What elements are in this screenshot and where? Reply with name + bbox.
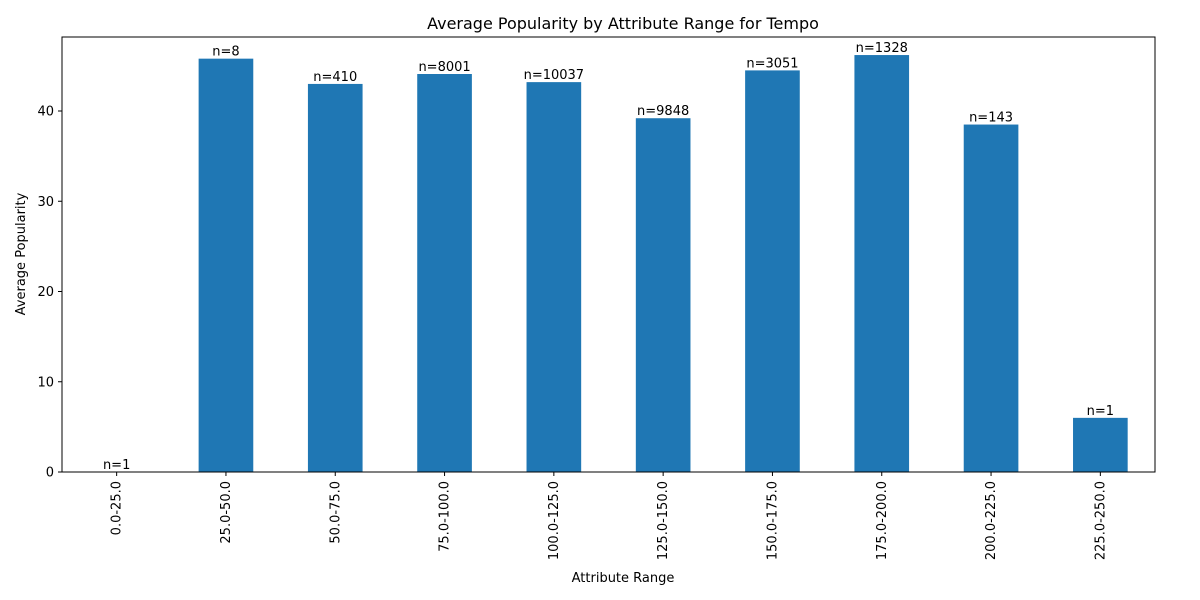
y-tick-label-4: 40 (37, 105, 54, 120)
data-label-8: n=143 (969, 111, 1013, 126)
x-tick-label-0: 0.0-25.0 (110, 481, 125, 535)
data-label-6: n=3051 (746, 56, 798, 71)
bars-layer: n=1 n=8 n=410 n=8001 n=10037 n=9848 n=3051 n=13… (103, 41, 1128, 473)
bar-3 (417, 74, 472, 472)
data-label-5: n=9848 (637, 104, 689, 119)
bar-6 (745, 70, 800, 472)
data-label-2: n=410 (313, 70, 357, 85)
x-tick-label-2: 50.0-75.0 (328, 481, 343, 544)
data-label-1: n=8 (212, 45, 239, 60)
bar-8 (963, 124, 1019, 472)
plot-frame (61, 36, 1156, 473)
bar-5 (635, 118, 691, 473)
bar-9 (1073, 417, 1128, 472)
x-tick-label-5: 125.0-150.0 (656, 481, 671, 560)
data-label-7: n=1328 (856, 41, 908, 56)
x-tick-label-9: 225.0-250.0 (1093, 481, 1108, 560)
data-label-9: n=1 (1087, 404, 1114, 419)
y-tick-label-2: 20 (37, 285, 54, 300)
data-label-4: n=10037 (524, 68, 585, 83)
bar-2 (307, 83, 363, 473)
y-tick-label-1: 10 (37, 375, 54, 390)
bar-4 (526, 82, 582, 472)
ticks-layer: 0.0-25.0 25.0-50.0 50.0-75.0 75.0-100.0 100.… (37, 105, 1108, 561)
y-tick-label-3: 30 (37, 195, 54, 210)
y-axis-label: Average Popularity (14, 192, 29, 315)
x-tick-label-7: 175.0-200.0 (875, 481, 890, 560)
x-tick-label-8: 200.0-225.0 (984, 481, 999, 560)
x-tick-label-4: 100.0-125.0 (547, 481, 562, 560)
x-tick-label-1: 25.0-50.0 (219, 481, 234, 544)
x-axis-label: Attribute Range (572, 571, 675, 586)
bar-1 (198, 58, 254, 472)
data-label-0: n=1 (103, 458, 130, 473)
bar-7 (854, 55, 910, 472)
x-tick-label-6: 150.0-175.0 (765, 481, 780, 560)
x-tick-label-3: 75.0-100.0 (438, 481, 453, 552)
data-label-3: n=8001 (418, 60, 470, 75)
y-tick-label-0: 0 (46, 466, 54, 481)
chart-title: Average Popularity by Attribute Range fo… (427, 14, 819, 33)
